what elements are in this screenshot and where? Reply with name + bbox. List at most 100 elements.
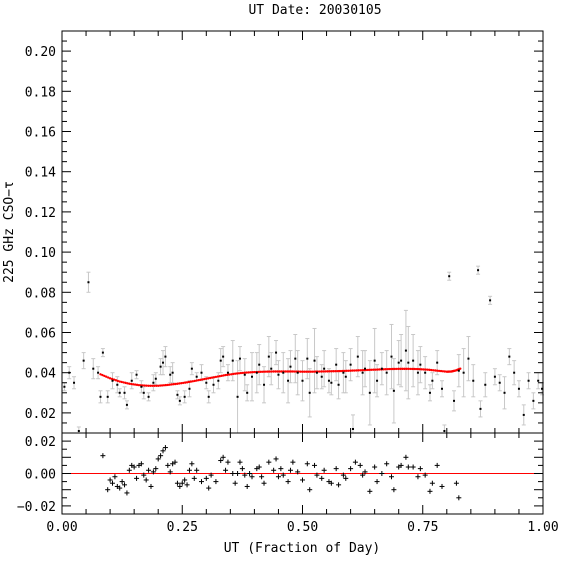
data-point: [207, 395, 210, 398]
fit-point: [230, 373, 233, 376]
y-tick-label: 0.20: [25, 45, 56, 60]
data-point: [428, 391, 431, 394]
fit-point: [328, 370, 331, 373]
fit-point: [272, 370, 275, 373]
data-point: [349, 363, 352, 366]
data-point: [152, 381, 155, 384]
data-point: [392, 389, 395, 392]
data-point: [77, 429, 80, 432]
fit-point: [357, 369, 360, 372]
fit-point: [405, 367, 408, 371]
residual-panel: [61, 432, 544, 515]
fit-point: [334, 370, 337, 373]
fit-point: [170, 383, 173, 386]
fit-point: [305, 370, 308, 373]
fit-point: [308, 370, 312, 373]
fit-point: [368, 368, 372, 372]
data-point: [236, 395, 239, 398]
data-point: [380, 367, 383, 370]
x-tick-label: 1.00: [527, 520, 558, 535]
data-point: [243, 373, 246, 376]
data-point: [484, 383, 487, 386]
data-point: [453, 399, 456, 402]
fit-point: [149, 384, 152, 387]
fit-point: [205, 377, 208, 380]
fit-point: [105, 375, 108, 378]
fit-point: [145, 384, 148, 387]
fit-point: [343, 369, 347, 373]
data-point: [356, 355, 359, 358]
fit-point: [332, 370, 335, 373]
fit-point: [158, 384, 162, 387]
fit-point: [195, 379, 198, 382]
errorbar-layer: [62, 265, 545, 434]
y-tick-label: 0.18: [25, 85, 56, 100]
fit-point: [176, 382, 179, 385]
fit-point: [185, 381, 189, 384]
fit-point: [374, 368, 377, 371]
fit-point: [439, 369, 443, 373]
fit-point: [293, 370, 297, 373]
data-point: [296, 371, 299, 374]
data-point: [320, 375, 323, 378]
data-point: [342, 371, 345, 374]
fit-point: [157, 384, 160, 387]
fit-point: [414, 367, 418, 371]
data-point: [436, 361, 439, 364]
data-point: [419, 363, 422, 366]
y-tick-label: 0.06: [25, 327, 56, 342]
fit-point: [426, 368, 429, 371]
data-point: [448, 275, 451, 278]
data-point: [282, 371, 285, 374]
data-point: [87, 281, 90, 284]
residual-tick-label: −0.02: [17, 500, 56, 515]
data-point: [344, 375, 347, 378]
data-point: [368, 391, 371, 394]
fit-point: [372, 368, 375, 371]
data-point: [130, 379, 133, 382]
fit-point: [401, 367, 404, 371]
x-tick-label: 0.00: [46, 520, 77, 535]
data-point: [270, 367, 273, 370]
fit-point: [120, 380, 123, 384]
x-tick-label: 0.75: [407, 520, 438, 535]
data-point: [63, 385, 66, 388]
fit-point: [220, 374, 223, 378]
data-point: [176, 393, 179, 396]
fit-point: [391, 367, 395, 371]
fit-point: [130, 382, 133, 386]
fit-point: [126, 382, 129, 385]
data-point: [493, 375, 496, 378]
data-point: [308, 391, 311, 394]
fit-point: [164, 383, 168, 387]
fit-point: [191, 380, 195, 383]
data-point: [255, 371, 258, 374]
fit-point: [418, 368, 422, 371]
fit-point: [437, 369, 441, 373]
fit-point: [232, 372, 235, 376]
fit-point: [183, 381, 187, 384]
data-point: [287, 379, 290, 382]
fit-point: [389, 367, 393, 371]
fit-point: [187, 380, 191, 384]
residual-tick-labels: −0.02 0.00 0.02: [17, 435, 56, 515]
fit-point: [370, 368, 373, 372]
fit-point: [222, 374, 225, 377]
fit-point: [312, 370, 316, 373]
fit-point: [409, 367, 412, 371]
fit-point: [226, 373, 229, 377]
fit-point: [403, 367, 406, 371]
data-point: [205, 381, 208, 384]
data-point: [527, 379, 530, 382]
fit-point: [118, 380, 121, 383]
fit-point: [310, 370, 314, 373]
fit-point: [258, 370, 262, 374]
y-tick-label: 0.08: [25, 286, 56, 301]
main-panel: [61, 30, 545, 434]
fit-point: [182, 381, 185, 385]
data-point: [212, 383, 215, 386]
fit-point: [247, 371, 250, 374]
fit-point: [101, 373, 104, 377]
data-point: [327, 379, 330, 382]
